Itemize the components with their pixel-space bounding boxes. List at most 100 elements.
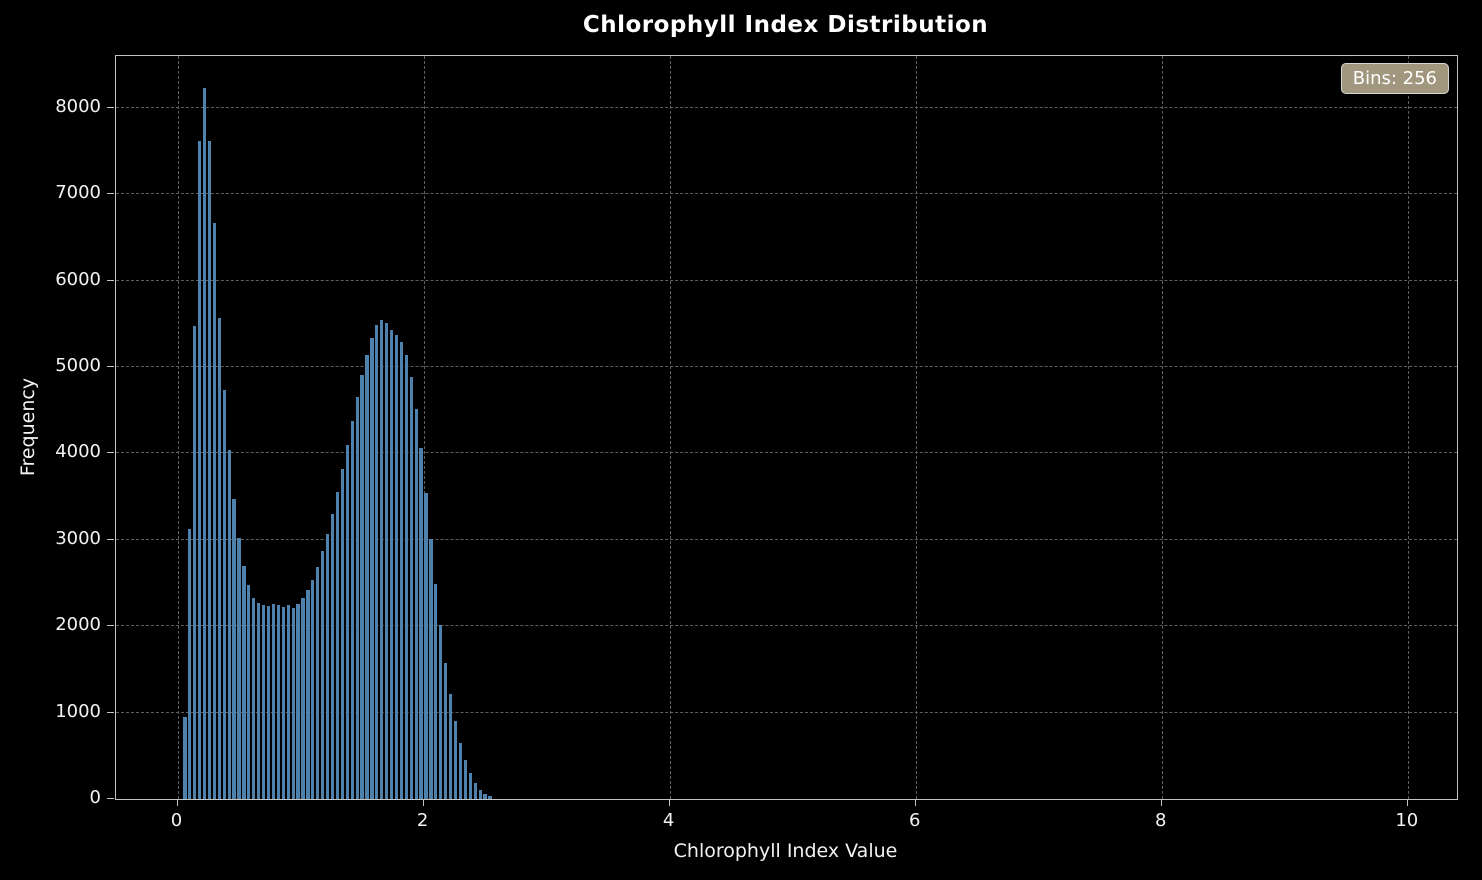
histogram-bar: [409, 376, 413, 799]
histogram-bar: [193, 325, 197, 799]
histogram-bar: [473, 782, 477, 799]
histogram-bar: [419, 448, 423, 799]
histogram-bar: [458, 742, 463, 799]
y-gridline: [116, 279, 1457, 281]
x-gridline: [669, 56, 671, 799]
y-tick-label: 0: [89, 787, 101, 808]
histogram-bar: [321, 551, 325, 799]
x-tick-mark: [914, 799, 916, 806]
x-tick-mark: [422, 799, 424, 806]
x-gridline: [177, 56, 179, 799]
histogram-bar: [286, 604, 290, 799]
x-tick-label: 2: [416, 810, 429, 831]
y-gridline: [116, 193, 1457, 195]
histogram-bar: [262, 604, 266, 799]
histogram-bar: [488, 796, 492, 799]
histogram-bar: [429, 538, 433, 799]
histogram-bar: [394, 335, 399, 799]
histogram-bar: [198, 140, 202, 799]
y-gridline: [116, 452, 1457, 454]
histogram-bar: [345, 444, 349, 799]
histogram-bar: [385, 322, 389, 799]
y-tick-mark: [107, 538, 114, 540]
x-tick-mark: [1160, 799, 1162, 806]
histogram-bar: [306, 589, 310, 799]
histogram-bar: [434, 583, 438, 799]
y-tick-mark: [107, 452, 114, 454]
histogram-bar: [276, 605, 280, 799]
y-tick-mark: [107, 798, 114, 799]
histogram-bar: [301, 597, 305, 799]
x-gridline: [915, 56, 917, 799]
histogram-bar: [424, 493, 428, 799]
histogram-bar: [340, 468, 344, 799]
histogram-bar: [207, 140, 212, 799]
y-tick-label: 6000: [55, 268, 101, 290]
y-tick-mark: [107, 625, 114, 627]
histogram-bar: [237, 538, 241, 799]
histogram-bar: [414, 408, 418, 799]
y-tick-mark: [107, 193, 114, 195]
y-tick-label: 3000: [55, 527, 101, 549]
histogram-bar: [330, 513, 335, 799]
y-gridline: [116, 366, 1457, 368]
histogram-bar: [188, 528, 192, 799]
x-tick-label: 4: [662, 810, 675, 831]
x-tick-label: 0: [170, 810, 183, 831]
x-gridline: [423, 56, 425, 799]
histogram-bar: [335, 492, 340, 799]
histogram-bar: [453, 721, 458, 799]
histogram-bar: [266, 606, 271, 799]
y-tick-label: 2000: [55, 614, 101, 636]
histogram-bar: [439, 625, 443, 799]
histogram-bar: [222, 390, 226, 799]
histogram-bar: [399, 341, 404, 799]
histogram-bar: [311, 579, 315, 799]
histogram-bar: [365, 354, 369, 799]
histogram-bar: [375, 324, 379, 799]
y-tick-label: 7000: [55, 182, 101, 204]
x-tick-label: 6: [908, 810, 921, 831]
histogram-bar: [296, 603, 300, 799]
histogram-bar: [242, 565, 246, 799]
x-tick-mark: [668, 799, 670, 806]
histogram-bar: [355, 397, 359, 799]
bins-badge: Bins: 256: [1340, 63, 1449, 94]
histogram-bar: [350, 420, 354, 799]
y-gridline: [116, 625, 1457, 627]
x-tick-mark: [1406, 799, 1408, 806]
histogram-bar: [252, 597, 256, 799]
histogram-bar: [232, 499, 236, 799]
histogram-bar: [183, 716, 187, 799]
x-gridline: [1161, 56, 1163, 799]
y-tick-label: 5000: [55, 355, 101, 377]
histogram-bar: [227, 449, 231, 799]
x-tick-label: 8: [1154, 810, 1167, 831]
histogram-bar: [478, 789, 482, 799]
histogram-bar: [212, 222, 217, 799]
histogram-bar: [389, 329, 394, 799]
histogram-bar: [257, 602, 261, 799]
histogram-bar: [463, 760, 467, 799]
histogram-bar: [325, 533, 330, 799]
histogram-bar: [217, 317, 221, 799]
y-tick-mark: [107, 711, 114, 713]
x-gridline: [1407, 56, 1409, 799]
histogram-bar: [483, 793, 487, 799]
chart-title: Chlorophyll Index Distribution: [582, 12, 989, 38]
x-axis-label: Chlorophyll Index Value: [673, 840, 898, 862]
histogram-bar: [281, 607, 285, 799]
plot-area: Bins: 256: [115, 55, 1458, 800]
y-gridline: [116, 711, 1457, 713]
x-tick-label: 10: [1395, 810, 1419, 831]
histogram-bar: [370, 337, 374, 799]
histogram-bar: [449, 694, 453, 799]
histogram-bar: [247, 584, 251, 799]
histogram-bar: [360, 374, 364, 799]
y-tick-label: 8000: [55, 95, 101, 117]
y-tick-mark: [107, 106, 114, 108]
y-gridline: [116, 538, 1457, 540]
histogram-bar: [202, 87, 207, 799]
histogram-bar: [404, 354, 408, 799]
